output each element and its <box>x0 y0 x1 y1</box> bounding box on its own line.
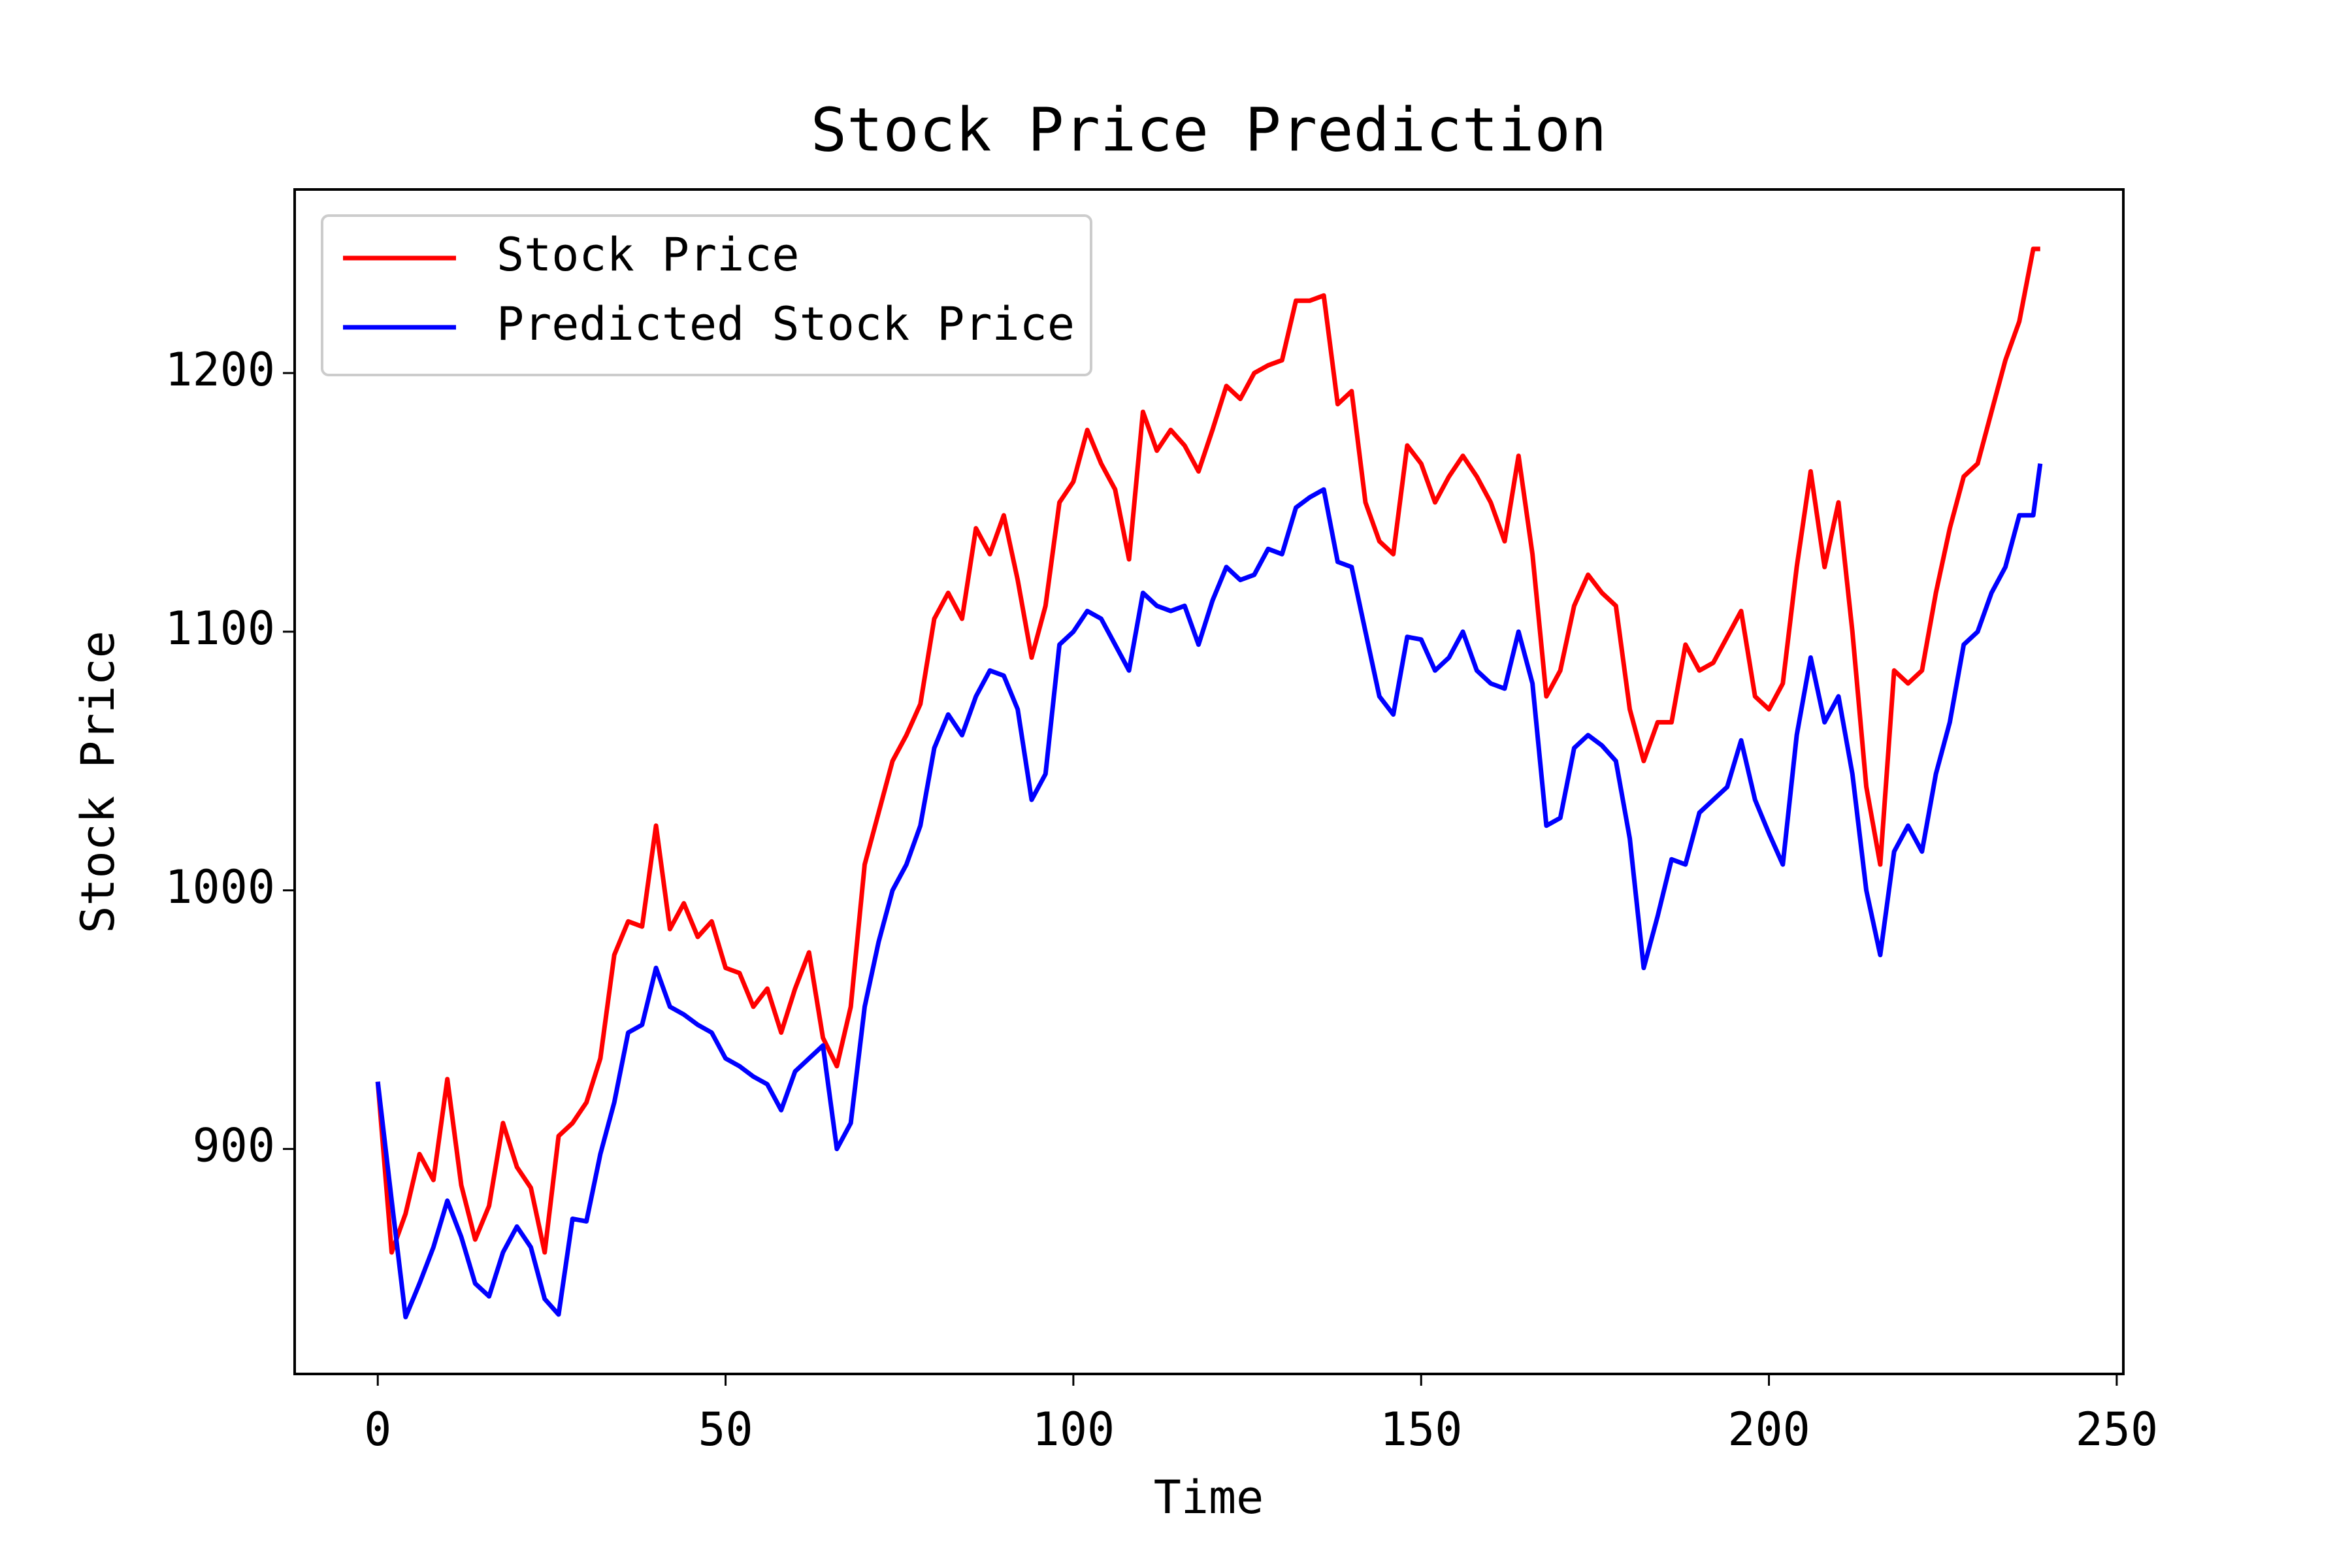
y-tick-label: 1100 <box>165 602 275 655</box>
x-tick-label: 200 <box>1727 1403 1810 1456</box>
y-tick-label: 1000 <box>165 860 275 914</box>
x-axis-label: Time <box>1154 1471 1264 1524</box>
x-tick-label: 250 <box>2076 1403 2158 1456</box>
x-tick-label: 100 <box>1032 1403 1115 1456</box>
series-line <box>375 463 2043 1320</box>
axes-frame <box>293 188 2125 1375</box>
y-tick-label: 1200 <box>165 343 275 397</box>
x-tick-label: 50 <box>698 1403 753 1456</box>
x-tick-label: 150 <box>1380 1403 1462 1456</box>
legend-label: Predicted Stock Price <box>497 297 1075 351</box>
series-line <box>375 246 2040 1255</box>
y-axis-label: Stock Price <box>71 630 125 934</box>
x-tick-label: 0 <box>364 1403 391 1456</box>
legend-box <box>321 214 1092 376</box>
y-tick-label: 900 <box>193 1119 275 1173</box>
legend-label: Stock Price <box>497 228 800 282</box>
chart-title: Stock Price Prediction <box>811 95 1607 165</box>
